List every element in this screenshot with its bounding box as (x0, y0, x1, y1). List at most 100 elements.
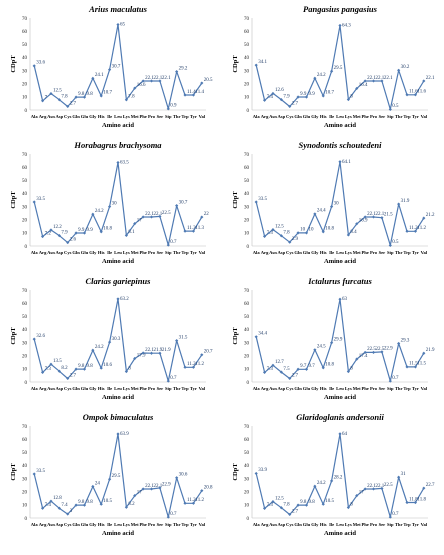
x-tick-label: Asp (277, 250, 285, 255)
x-tick-label: Cys (64, 386, 72, 391)
x-tick-label: Glu (81, 522, 89, 527)
x-tick-label: Glu (303, 386, 311, 391)
data-point (338, 23, 342, 28)
x-axis-label: Amino acid (102, 258, 134, 265)
x-tick-label: Ser (157, 250, 164, 255)
x-tick-label: Ile (329, 386, 334, 391)
data-label: 22.1 (384, 76, 393, 81)
y-axis-label: CDpT (10, 55, 17, 73)
data-label: 9.9 (300, 92, 307, 97)
chart-title: Synodontis schoutedeni (299, 140, 383, 150)
data-label: 30.7 (112, 64, 121, 69)
x-axis-label: Amino acid (324, 122, 356, 129)
data-label: 3 (70, 509, 73, 514)
data-label: 8.4 (350, 230, 357, 235)
x-tick-label: Ile (107, 114, 112, 119)
x-tick-label: Cys (286, 386, 294, 391)
data-label: 11.6 (417, 90, 426, 95)
data-label: 30.3 (112, 337, 121, 342)
data-label: 2.7 (292, 509, 299, 514)
x-tick-label: Stp (165, 250, 172, 255)
data-point (66, 512, 70, 516)
y-tick-label: 10 (244, 368, 250, 373)
data-label: 0.7 (392, 376, 399, 381)
data-label: 17 (137, 218, 143, 223)
chart-panel-1: Arius maculatus 0 10 20 30 40 50 60 70 CDpT Ala Arg… (10, 4, 213, 129)
data-label: 11.4 (187, 90, 196, 95)
data-point (363, 215, 367, 219)
data-point (32, 200, 36, 204)
data-point (133, 222, 137, 226)
data-point (338, 160, 342, 164)
data-label: 11.2 (195, 362, 204, 367)
x-tick-label: Ile (329, 522, 334, 527)
data-label: 65 (120, 23, 126, 28)
data-point (49, 362, 53, 366)
data-label: 16.4 (359, 83, 368, 88)
data-point (288, 240, 292, 244)
x-tick-label: Cys (286, 250, 294, 255)
y-tick-label: 60 (22, 30, 28, 35)
data-point (149, 79, 154, 83)
data-point (254, 200, 258, 204)
y-tick-label: 10 (244, 504, 250, 509)
data-point (74, 231, 78, 235)
data-label: 9.7 (300, 364, 307, 369)
data-point (405, 93, 409, 97)
data-point (99, 94, 103, 98)
data-point (124, 98, 128, 102)
y-tick-label: 70 (244, 153, 250, 158)
x-tick-label: Asn (269, 522, 277, 527)
data-label: 24.2 (317, 73, 326, 78)
data-point (108, 68, 112, 72)
chart-panel-4: Synodontis schoutedeni 0 10 20 30 40 50 60 70 CDp… (232, 140, 435, 265)
data-label: 30 (334, 201, 340, 206)
x-tick-label: Glu (81, 386, 89, 391)
data-point (40, 506, 45, 510)
data-label: 22.1 (376, 212, 385, 217)
data-label: 17.9 (137, 353, 146, 358)
y-axis-label: CDpT (10, 327, 17, 345)
data-point (254, 335, 258, 339)
x-tick-label: Tyr (412, 114, 419, 119)
y-tick-label: 40 (22, 56, 28, 61)
x-tick-label: Ser (157, 386, 164, 391)
data-label: 8 (350, 502, 353, 507)
data-label: 12.2 (53, 225, 62, 230)
data-label: 9.8 (78, 92, 85, 97)
x-tick-label: Stp (387, 250, 394, 255)
data-point (82, 503, 87, 507)
data-label: 22.1 (367, 484, 376, 489)
y-tick-label: 10 (22, 96, 28, 101)
y-tick-label: 70 (22, 289, 28, 294)
data-point (40, 234, 45, 239)
data-label: 22.1 (145, 76, 154, 81)
x-tick-label: Ala (253, 250, 261, 255)
x-tick-label: Pro (148, 250, 156, 255)
x-tick-label: Lys (123, 250, 130, 255)
data-label: 63 (342, 297, 348, 302)
x-axis-label: Amino acid (102, 122, 134, 129)
x-tick-label: Phe (361, 522, 368, 527)
x-tick-label: Stp (165, 386, 172, 391)
data-label: 8.1 (128, 230, 135, 235)
data-label: 11.2 (187, 362, 196, 367)
x-tick-label: Glu (303, 250, 311, 255)
data-label: 10.8 (103, 227, 112, 232)
y-tick-label: 40 (244, 192, 250, 197)
x-tick-label: Lys (345, 386, 352, 391)
x-tick-label: Stp (165, 114, 172, 119)
x-tick-label: Val (421, 522, 428, 527)
x-tick-label: His (320, 114, 327, 119)
data-label: 10 (300, 228, 306, 233)
y-tick-label: 20 (244, 491, 250, 496)
y-tick-label: 30 (244, 205, 250, 210)
data-label: 33.5 (258, 197, 267, 202)
data-label: 22.1 (145, 348, 154, 353)
x-tick-label: Tyr (412, 522, 419, 527)
x-tick-label: Trp (403, 114, 411, 119)
y-tick-label: 20 (22, 355, 28, 360)
x-tick-label: Thr (173, 114, 181, 119)
data-label: 20.5 (204, 78, 213, 83)
